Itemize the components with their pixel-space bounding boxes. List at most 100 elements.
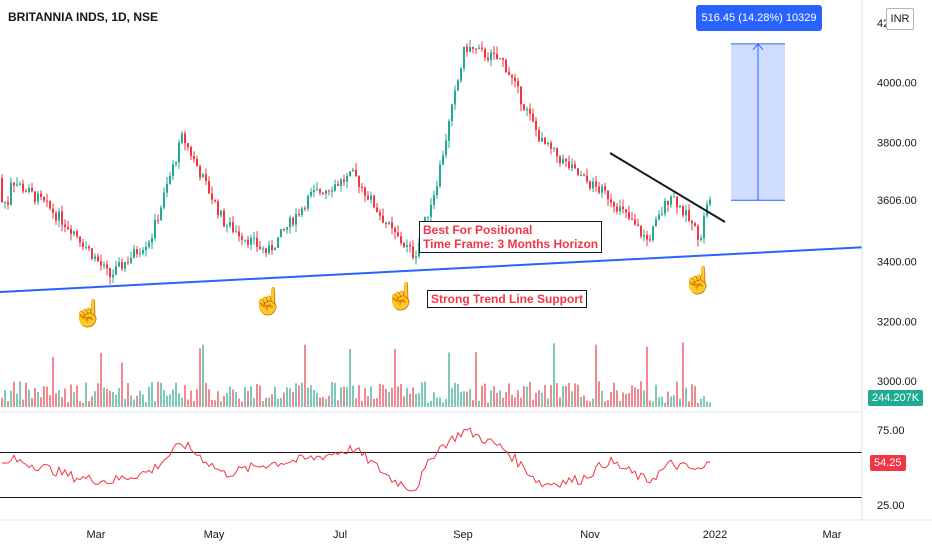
volume-bar (472, 399, 474, 407)
volume-bar (10, 390, 12, 407)
volume-bar (259, 385, 261, 407)
pointing-hand-icon: ☝ (682, 265, 715, 295)
volume-bar (556, 382, 558, 407)
volume-bar (538, 390, 540, 407)
candle-body (325, 190, 327, 194)
volume-bar (625, 393, 627, 407)
volume-bar (505, 391, 507, 407)
candle-body (268, 245, 270, 253)
volume-bar (262, 400, 264, 407)
volume-bar (661, 396, 663, 407)
candle-body (379, 212, 381, 216)
volume-bar (67, 402, 69, 407)
volume-bar (655, 384, 657, 407)
volume-bar (316, 392, 318, 407)
candle-body (205, 174, 207, 181)
candle-body (697, 225, 699, 240)
candle-body (196, 159, 198, 167)
time-tick-label: Nov (580, 529, 600, 541)
candle-body (241, 236, 243, 240)
candles (1, 40, 711, 285)
candle-body (550, 142, 552, 149)
candle-body (211, 193, 213, 200)
candle-body (49, 200, 51, 209)
candle-body (445, 140, 447, 156)
volume-bar (235, 392, 237, 407)
volume-bar (16, 393, 18, 407)
candle-body (589, 181, 591, 189)
candle-body (637, 224, 639, 227)
candle-body (409, 245, 411, 247)
positional-note-line2: Time Frame: 3 Months Horizon (423, 237, 599, 251)
candle-body (388, 222, 390, 224)
volume-bar (496, 392, 498, 407)
candle-body (502, 58, 504, 60)
volume-bar (451, 388, 453, 407)
candle-body (562, 158, 564, 164)
volume-bar (382, 384, 384, 407)
candle-body (91, 248, 93, 259)
volume-bar (439, 397, 441, 407)
candle-body (658, 214, 660, 220)
candle-body (676, 196, 678, 208)
candle-body (208, 180, 210, 194)
volume-bar (550, 385, 552, 407)
volume-bar (562, 385, 564, 407)
support-trendline (0, 246, 869, 293)
candle-body (121, 262, 123, 269)
time-tick-label: Jul (333, 529, 347, 541)
volume-bar (301, 382, 303, 407)
volume-bar (187, 399, 189, 407)
candle-body (247, 239, 249, 245)
candle-body (313, 190, 315, 192)
volume-bar (298, 385, 300, 407)
volume-bar (208, 389, 210, 407)
candle-body (97, 256, 99, 262)
candle-body (148, 242, 150, 248)
candle-body (709, 199, 711, 205)
volume-bar (328, 395, 330, 407)
candle-body (142, 250, 144, 254)
volume-bar (70, 384, 72, 407)
candle-body (358, 176, 360, 187)
candle-body (181, 133, 183, 143)
volume-bar (181, 397, 183, 407)
volume-bar (223, 395, 225, 407)
volume-bar (349, 348, 351, 407)
volume-bar (112, 391, 114, 407)
volume-bar (127, 383, 129, 407)
candle-body (592, 181, 594, 189)
candle-body (19, 183, 21, 185)
volume-bar (568, 383, 570, 407)
volume-bar (688, 401, 690, 407)
candle-body (607, 190, 609, 200)
candle-body (661, 213, 663, 215)
time-tick-label: Sep (453, 529, 473, 541)
volume-bar (214, 400, 216, 407)
candle-body (691, 220, 693, 224)
candle-body (397, 232, 399, 237)
pointing-hand-icon: ☝ (385, 281, 418, 311)
volume-bar (658, 397, 660, 407)
candle-body (640, 226, 642, 237)
candle-body (133, 249, 135, 258)
candle-body (235, 231, 237, 233)
candle-body (547, 142, 549, 145)
volume-bar (502, 397, 504, 407)
candle-body (496, 53, 498, 60)
measure-arrow-head (752, 43, 764, 51)
candle-body (571, 164, 573, 169)
volume-bar (616, 390, 618, 407)
candle-body (694, 223, 696, 226)
candle-body (343, 179, 345, 182)
currency-button[interactable]: INR (886, 8, 914, 30)
rsi-pane (0, 411, 932, 498)
volume-bar (640, 381, 642, 407)
volume-bar (676, 381, 678, 407)
volume-bar (166, 395, 168, 407)
volume-bar (193, 400, 195, 407)
candle-body (538, 129, 540, 142)
candle-body (436, 186, 438, 196)
volume-bar (355, 398, 357, 407)
